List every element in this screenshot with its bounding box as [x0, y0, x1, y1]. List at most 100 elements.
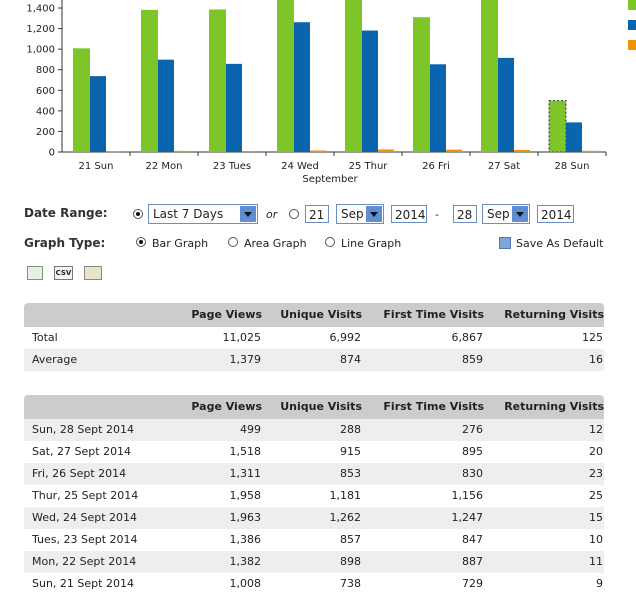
- cell-value: 1,958: [229, 489, 262, 502]
- bar: [362, 30, 378, 153]
- cell-value: 853: [340, 467, 361, 480]
- dropdown-arrow: [512, 206, 528, 222]
- to-month[interactable]: Sep: [482, 204, 530, 224]
- bar: [158, 59, 174, 152]
- y-tick-label: 1,400: [26, 4, 55, 15]
- legend-swatch: [628, 0, 636, 10]
- cell-value: 857: [340, 533, 361, 546]
- range-option: Last 7 Days: [153, 207, 224, 221]
- graph-type-radio[interactable]: [228, 237, 238, 247]
- radio-preset[interactable]: [133, 209, 143, 219]
- to-month-text: Sep: [487, 207, 510, 221]
- cell-value: 895: [462, 445, 483, 458]
- y-tick-label: 400: [36, 106, 55, 117]
- cell-value: 499: [240, 423, 261, 436]
- cell-value: 15: [589, 511, 603, 524]
- xml-icon[interactable]: [84, 266, 102, 280]
- radio-custom[interactable]: [289, 209, 299, 219]
- to-day[interactable]: 28: [453, 205, 477, 223]
- row-label: Sun, 28 Sept 2014: [32, 423, 134, 436]
- table-row: Average 1,379 874 859 16: [24, 349, 604, 371]
- cell-value: 20: [589, 445, 603, 458]
- table-row: Thur, 25 Sept 2014 1,958 1,181 1,156 25: [24, 485, 604, 507]
- save-checkbox[interactable]: [499, 237, 511, 249]
- cell-value: 276: [462, 423, 483, 436]
- x-tick-label: 22 Mon: [146, 161, 183, 172]
- column-header: Page Views: [191, 308, 262, 321]
- from-day[interactable]: 21: [305, 205, 329, 223]
- bar: [430, 64, 446, 152]
- x-tick-label: 25 Thur: [349, 161, 389, 172]
- bar: [446, 149, 462, 152]
- bar: [566, 122, 582, 152]
- table-row: Fri, 26 Sept 2014 1,311 853 830 23: [24, 463, 604, 485]
- y-tick-label: 1,200: [26, 24, 55, 35]
- bar: [141, 9, 158, 152]
- csv-icon[interactable]: CSV: [54, 266, 73, 280]
- cell-value: 1,008: [229, 577, 262, 590]
- x-axis-label: September: [302, 174, 358, 185]
- from-month-text: Sep: [341, 207, 364, 221]
- y-tick-label: 200: [36, 127, 55, 138]
- bar: [582, 150, 598, 152]
- to-year[interactable]: 2014: [537, 205, 574, 223]
- column-header: Returning Visits: [504, 308, 604, 321]
- y-tick-label: 800: [36, 65, 55, 76]
- cell-value: 1,963: [229, 511, 262, 524]
- bar: [106, 151, 122, 153]
- save-default-label: Save As Default: [516, 237, 604, 250]
- column-header: Returning Visits: [504, 400, 604, 413]
- cell-value: 1,156: [451, 489, 484, 502]
- cell-value: 887: [462, 555, 483, 568]
- legend-swatch: [628, 20, 636, 30]
- cell-value: 1,247: [451, 511, 484, 524]
- bar: [310, 150, 326, 152]
- row-label: Sun, 21 Sept 2014: [32, 577, 134, 590]
- bar: [481, 0, 498, 152]
- cell-value: 1,181: [329, 489, 362, 502]
- row-label: Fri, 26 Sept 2014: [32, 467, 127, 480]
- bar: [294, 22, 310, 152]
- daily-table: Page Views Unique Visits First Time Visits…: [24, 395, 604, 595]
- column-header: First Time Visits: [383, 308, 484, 321]
- cell-value: 6,867: [451, 331, 484, 344]
- cell-value: 830: [462, 467, 483, 480]
- cell-value: 1,382: [229, 555, 262, 568]
- cell-value: 738: [340, 577, 361, 590]
- cell-value: 23: [589, 467, 603, 480]
- graph-type-radio[interactable]: [325, 237, 335, 247]
- bar: [498, 57, 514, 152]
- row-label: Average: [32, 353, 78, 366]
- bar: [209, 9, 226, 152]
- excel-icon[interactable]: [27, 266, 43, 280]
- legend-swatch: [628, 40, 636, 50]
- bar: [548, 100, 567, 153]
- from-year[interactable]: 2014: [391, 205, 427, 223]
- cell-value: 11,025: [222, 331, 262, 344]
- x-tick-label: 28 Sun: [555, 161, 590, 172]
- cell-value: 859: [462, 353, 483, 366]
- summary-table: Page Views Unique Visits First Time Visits…: [24, 303, 604, 371]
- graph-type-label: Bar Graph: [152, 237, 209, 250]
- graph-type-label: Area Graph: [244, 237, 307, 250]
- range-select[interactable]: Last 7 Days: [148, 204, 258, 224]
- cell-value: 9: [596, 577, 603, 590]
- table-header: Page Views Unique Visits First Time Visits…: [24, 303, 604, 327]
- graph-type-radio[interactable]: [136, 237, 146, 247]
- table-row: Sun, 28 Sept 2014 499 288 276 12: [24, 419, 604, 441]
- cell-value: 874: [340, 353, 361, 366]
- row-label: Wed, 24 Sept 2014: [32, 511, 138, 524]
- cell-value: 25: [589, 489, 603, 502]
- graph-type-label: Graph Type:: [24, 236, 106, 250]
- row-label: Tues, 23 Sept 2014: [32, 533, 138, 546]
- from-month[interactable]: Sep: [336, 204, 384, 224]
- row-label: Total: [32, 331, 58, 344]
- cell-value: 12: [589, 423, 603, 436]
- bar: [226, 63, 242, 152]
- graph-type-label: Line Graph: [341, 237, 402, 250]
- x-tick-label: 23 Tues: [213, 161, 251, 172]
- cell-value: 288: [340, 423, 361, 436]
- cell-value: 1,386: [229, 533, 262, 546]
- bar: [413, 17, 430, 152]
- y-tick-label: 600: [36, 86, 55, 97]
